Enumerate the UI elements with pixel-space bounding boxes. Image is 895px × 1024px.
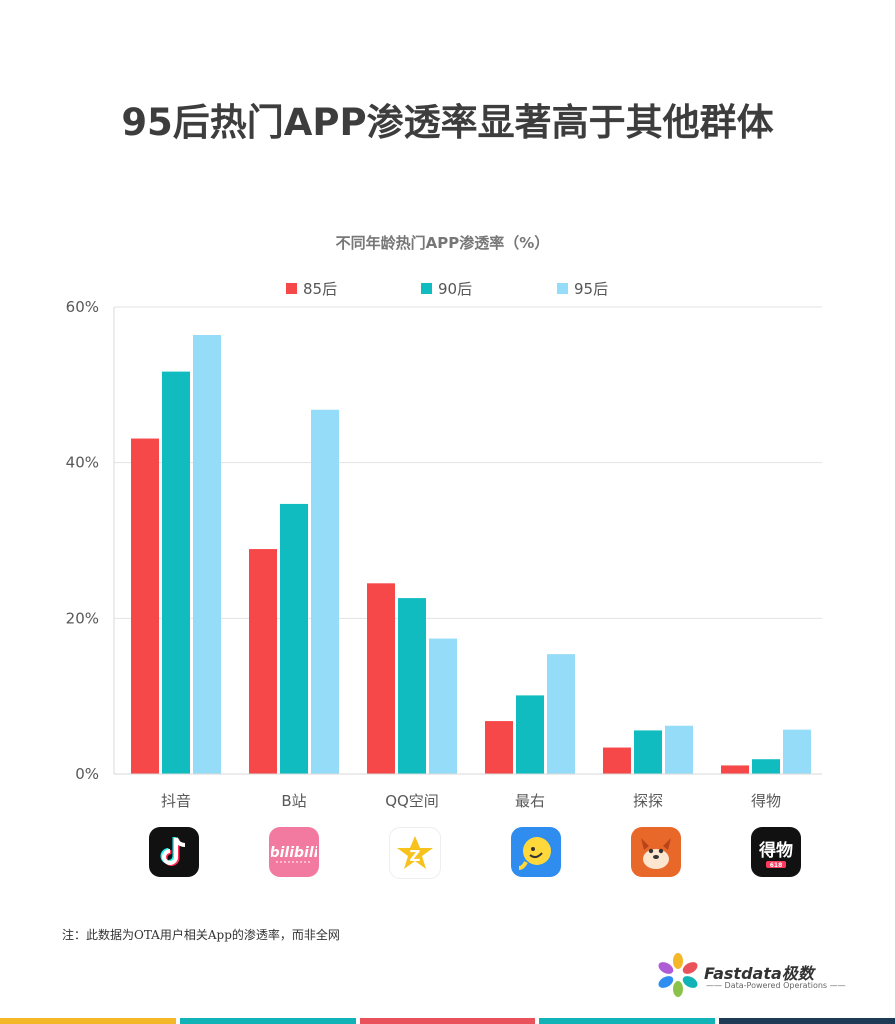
svg-text:得物: 得物 — [758, 840, 793, 861]
legend-item-95: 95后 — [557, 278, 608, 299]
svg-text:618: 618 — [770, 862, 783, 869]
legend-item-85: 85后 — [286, 278, 337, 299]
bar — [721, 765, 749, 774]
stripe-2 — [179, 1018, 356, 1024]
brand-tagline: —— Data-Powered Operations —— — [706, 981, 846, 990]
legend-label-85: 85后 — [303, 280, 338, 298]
zuiyou-icon — [511, 827, 561, 877]
dewu-icon: 得物 618 — [751, 827, 801, 877]
y-tick-label: 60% — [66, 298, 99, 316]
x-tick-label: 得物 — [751, 792, 781, 810]
tantan-icon — [631, 827, 681, 877]
bar — [752, 759, 780, 774]
bar — [634, 730, 662, 774]
bar — [367, 583, 395, 774]
bar — [547, 654, 575, 774]
x-tick-label: B站 — [281, 792, 306, 810]
page-title: 95后热门APP渗透率显著高于其他群体 — [121, 101, 774, 144]
stripe-4 — [539, 1018, 716, 1024]
svg-text:Z: Z — [410, 847, 421, 865]
brand-logo: Fastdata极数 —— Data-Powered Operations —— — [656, 953, 846, 997]
x-tick-label: 抖音 — [161, 792, 191, 810]
y-tick-label: 20% — [66, 609, 99, 627]
bottom-stripes — [0, 1018, 895, 1024]
bar — [603, 747, 631, 774]
bar — [485, 721, 513, 774]
legend-swatch-90 — [421, 283, 432, 294]
douyin-icon — [149, 827, 199, 877]
bar — [398, 598, 426, 774]
bar — [516, 695, 544, 774]
legend-item-90: 90后 — [421, 278, 472, 299]
stripe-1 — [0, 1018, 176, 1024]
y-tick-label: 40% — [66, 454, 99, 472]
x-tick-label: QQ空间 — [385, 792, 439, 810]
stripe-5 — [719, 1018, 895, 1024]
bilibili-icon: bilibili — [269, 827, 319, 877]
bar — [311, 409, 339, 774]
bar — [280, 503, 308, 774]
qzone-icon: Z — [389, 827, 441, 879]
chart-title: 不同年龄热门APP渗透率（%） — [335, 234, 550, 252]
brand-flower-icon — [658, 953, 698, 997]
bar — [131, 438, 159, 774]
x-tick-label: 探探 — [633, 792, 663, 810]
bar — [783, 729, 811, 774]
legend-swatch-95 — [557, 283, 568, 294]
x-tick-label: 最右 — [515, 792, 545, 810]
bar — [193, 335, 221, 774]
legend-label-95: 95后 — [574, 280, 609, 298]
bar — [162, 371, 190, 774]
bar — [429, 638, 457, 774]
footnote: 注：此数据为OTA用户相关App的渗透率，而非全网 — [62, 928, 340, 942]
stripe-3 — [359, 1018, 536, 1024]
svg-text:bilibili: bilibili — [271, 845, 317, 861]
bar — [665, 725, 693, 774]
bar-chart: 0% 20% 40% 60% 抖音 B站 QQ空间 最右 探探 得物 — [66, 298, 822, 810]
bar — [249, 549, 277, 774]
legend-swatch-85 — [286, 283, 297, 294]
legend-label-90: 90后 — [438, 280, 473, 298]
brand-name: Fastdata极数 — [704, 964, 814, 983]
y-tick-label: 0% — [75, 765, 99, 783]
chart-legend: 85后 90后 95后 — [0, 278, 895, 298]
